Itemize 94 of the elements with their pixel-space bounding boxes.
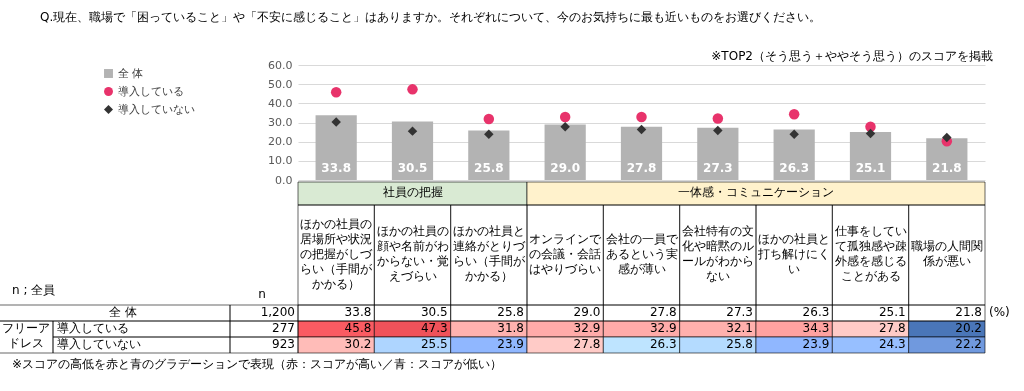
data-label: 24.3 [878,336,906,351]
text: 導入していない [57,336,141,351]
x-tick-label: 会社特有の文化や暗黙のルールがわからない [681,224,754,283]
text: 33.8 [321,161,351,175]
point [407,84,418,95]
bar [544,124,586,180]
data-label: 32.9 [649,320,677,335]
point [636,124,647,135]
text: 25.8 [474,161,504,175]
data-label: 32.9 [573,320,601,335]
text: 一体感・コミュニケーション [678,185,834,199]
bar [620,126,663,180]
data-label: 23.9 [802,336,830,351]
text: 29.0 [550,161,580,175]
x-tick-label: ほかの社員と連絡がとりづらい（手間がかかる） [452,224,526,283]
x-tick-label: 職場の人間関係が悪い [910,239,983,268]
x-tick-label: ほかの社員と打ち解けにくい [757,231,831,276]
text: フリーアドレス [1,321,50,350]
legend-label: 導入していない [118,102,195,116]
y-tick-label: 40.0 [268,96,293,110]
point [560,121,570,132]
text: 30.5 [397,161,428,175]
legend-label: 導入している [118,84,184,98]
data-label: 30.2 [344,336,372,351]
data-label: 23.9 [497,336,524,351]
bar [849,131,892,180]
text: n [258,286,266,301]
y-tick-label: 0.0 [275,173,293,187]
data-label: 32.1 [726,320,753,335]
data-label: 29.0 [573,304,601,319]
y-tick-label: 20.0 [268,135,293,149]
data-label: 27.8 [878,320,906,335]
bar [315,115,357,180]
x-tick-label: 会社の一員であるという実感が薄い [605,231,679,276]
data-label: 47.3 [420,320,448,335]
text: 社員の把握 [382,185,443,199]
point [789,129,799,139]
data-label: 21.8 [955,304,982,319]
data-label: 27.8 [573,336,601,351]
bar [697,127,739,180]
text: ※スコアの高低を赤と青のグラデーションで表現（赤：スコアが高い／青：スコアが低い） [12,356,503,371]
point [713,125,723,136]
data-label: 31.8 [497,320,524,335]
x-tick-label: ほかの社員の居場所や状況の把握がしづらい（手間がかかる） [300,216,374,291]
data-label: 26.3 [802,304,830,319]
data-label: 26.3 [649,336,677,351]
y-tick-label: 10.0 [268,154,293,168]
text: 25.1 [855,161,886,175]
text: 923 [272,336,295,351]
data-label: 25.1 [878,304,906,319]
y-tick-label: 60.0 [268,58,293,72]
data-label: 25.8 [497,304,524,319]
text: (%) [989,304,1010,319]
text: 277 [272,320,295,335]
point [407,126,418,136]
x-tick-label: 仕事をしていて孤独感や疎外感を感じることがある [833,224,907,283]
x-tick-label: ほかの社員の顔や名前がわからない・覚えづらい [376,224,449,283]
text: 26.3 [779,161,809,175]
bar [391,121,434,180]
x-tick-label: オンラインでの会議・会話はやりづらい [529,231,603,276]
point [942,132,952,143]
text: 27.8 [626,161,657,175]
text: 1,200 [260,304,295,319]
text: 27.3 [703,161,733,175]
point [483,113,495,125]
data-label: 25.5 [420,336,448,351]
text: 21.8 [932,161,962,175]
data-label: 45.8 [344,320,372,335]
point [484,129,494,139]
y-tick-label: 30.0 [268,116,293,129]
chart-title: Q.現在、職場で「困っていること」や「不安に感じること」はありますか。それぞれについて、今のお気持ちに最も近いものをお選びください。 [40,9,822,24]
data-label: 20.2 [955,320,982,335]
text: 導入している [57,320,129,335]
data-label: 34.3 [802,320,830,335]
data-label: 30.5 [420,304,448,319]
text: 全 体 [109,304,137,319]
data-label: 25.8 [726,336,753,351]
point [865,128,876,139]
text: ※TOP2（そう思う＋ややそう思う）のスコアを掲載 [711,48,993,63]
bar [773,129,815,180]
point [712,113,724,124]
data-label: 27.3 [726,304,753,319]
point [788,109,800,120]
point [559,111,571,123]
legend-label: 全 体 [118,66,144,80]
y-tick-label: 50.0 [268,77,293,91]
data-label: 27.8 [649,304,677,319]
point [636,111,647,123]
point [331,117,341,127]
text: n ; 全員 [12,282,56,297]
data-label: 33.8 [344,304,372,319]
data-label: 22.2 [955,336,982,351]
point [865,121,876,132]
point [330,86,342,98]
